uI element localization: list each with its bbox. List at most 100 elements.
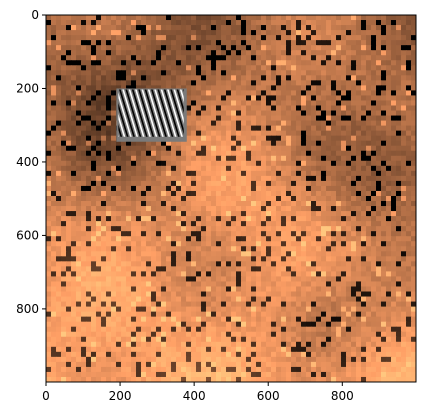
heatmap-cell	[271, 90, 277, 97]
heatmap-cell	[256, 256, 262, 262]
heatmap-cell	[176, 25, 182, 31]
heatmap-cell	[281, 306, 287, 313]
heatmap-cell	[61, 261, 67, 267]
heatmap-cell	[391, 90, 397, 97]
heatmap-cell	[51, 90, 57, 97]
heatmap-cell	[86, 206, 92, 212]
heatmap-cell	[161, 50, 167, 56]
heatmap-cell	[81, 331, 87, 338]
heatmap-cell	[66, 321, 72, 328]
heatmap-cell	[261, 180, 267, 187]
heatmap-cell	[166, 190, 172, 197]
heatmap-cell	[181, 261, 187, 267]
heatmap-cell	[331, 125, 337, 132]
heatmap-cell	[331, 65, 337, 71]
heatmap-cell	[376, 306, 382, 313]
heatmap-cell	[251, 306, 257, 313]
heatmap-cell	[316, 130, 322, 137]
heatmap-cell	[141, 50, 147, 56]
heatmap-cell	[76, 105, 82, 112]
heatmap-cell	[241, 20, 247, 26]
heatmap-cell	[196, 130, 202, 137]
heatmap-cell	[256, 175, 262, 182]
heatmap-cell	[146, 15, 152, 21]
heatmap-cell	[341, 180, 347, 187]
heatmap-cell	[126, 251, 132, 257]
heatmap-cell	[186, 165, 192, 172]
heatmap-cell	[286, 296, 292, 303]
heatmap-cell	[341, 251, 347, 257]
heatmap-cell	[351, 201, 357, 207]
heatmap-cell	[151, 266, 157, 272]
heatmap-cell	[376, 85, 382, 92]
heatmap-cell	[301, 346, 307, 353]
heatmap-cell	[51, 45, 57, 51]
heatmap-cell	[226, 75, 232, 81]
heatmap-cell	[361, 180, 367, 187]
heatmap-cell	[126, 75, 132, 81]
heatmap-cell	[366, 25, 372, 31]
heatmap-cell	[236, 125, 242, 132]
heatmap-cell	[301, 115, 307, 122]
heatmap-cell	[406, 165, 412, 172]
heatmap-cell	[206, 321, 212, 328]
heatmap-cell	[366, 216, 372, 222]
heatmap-cell	[391, 125, 397, 132]
heatmap-cell	[251, 311, 257, 318]
heatmap-cell	[381, 276, 387, 283]
heatmap-cell	[121, 25, 127, 31]
heatmap-cell	[131, 160, 137, 167]
heatmap-cell	[51, 65, 57, 71]
heatmap-cell	[301, 291, 307, 298]
heatmap-cell	[346, 221, 352, 227]
heatmap-cell	[161, 236, 167, 242]
heatmap-cell	[251, 256, 257, 262]
heatmap-cell	[256, 201, 262, 207]
heatmap-cell	[286, 195, 292, 202]
heatmap-cell	[346, 150, 352, 157]
heatmap-cell	[161, 216, 167, 222]
heatmap-cell	[146, 306, 152, 313]
heatmap-cell	[101, 236, 107, 242]
heatmap-cell	[161, 40, 167, 46]
heatmap-cell	[66, 40, 72, 46]
heatmap-cell	[171, 351, 177, 358]
heatmap-cell	[51, 346, 57, 353]
heatmap-cell	[156, 20, 162, 26]
heatmap-cell	[111, 316, 117, 323]
heatmap-cell	[321, 165, 327, 172]
heatmap-cell	[221, 65, 227, 71]
heatmap-cell	[66, 85, 72, 92]
heatmap-cell	[301, 185, 307, 192]
heatmap-cell	[171, 296, 177, 303]
heatmap-cell	[261, 236, 267, 242]
heatmap-cell	[136, 336, 142, 343]
heatmap-cell	[396, 175, 402, 182]
heatmap-cell	[276, 70, 282, 76]
heatmap-cell	[291, 135, 297, 142]
heatmap-cell	[46, 331, 52, 338]
heatmap-cell	[136, 331, 142, 338]
heatmap-cell	[181, 165, 187, 172]
heatmap-cell	[61, 165, 67, 172]
heatmap-cell	[216, 296, 222, 303]
heatmap-cell	[201, 296, 207, 303]
heatmap-cell	[296, 271, 302, 278]
heatmap-cell	[246, 190, 252, 197]
heatmap-cell	[376, 296, 382, 303]
heatmap-cell	[256, 321, 262, 328]
heatmap-cell	[201, 286, 207, 293]
heatmap-cell	[181, 246, 187, 252]
heatmap-cell	[101, 145, 107, 152]
heatmap-cell	[411, 291, 416, 298]
heatmap-cell	[196, 60, 202, 66]
heatmap-cell	[106, 100, 112, 107]
heatmap-cell	[376, 231, 382, 237]
heatmap-cell	[191, 145, 197, 152]
heatmap-cell	[146, 236, 152, 242]
heatmap-cell	[76, 50, 82, 56]
heatmap-cell	[256, 75, 262, 81]
heatmap-cell	[371, 175, 377, 182]
heatmap-cell	[371, 160, 377, 167]
heatmap-cell	[176, 351, 182, 358]
